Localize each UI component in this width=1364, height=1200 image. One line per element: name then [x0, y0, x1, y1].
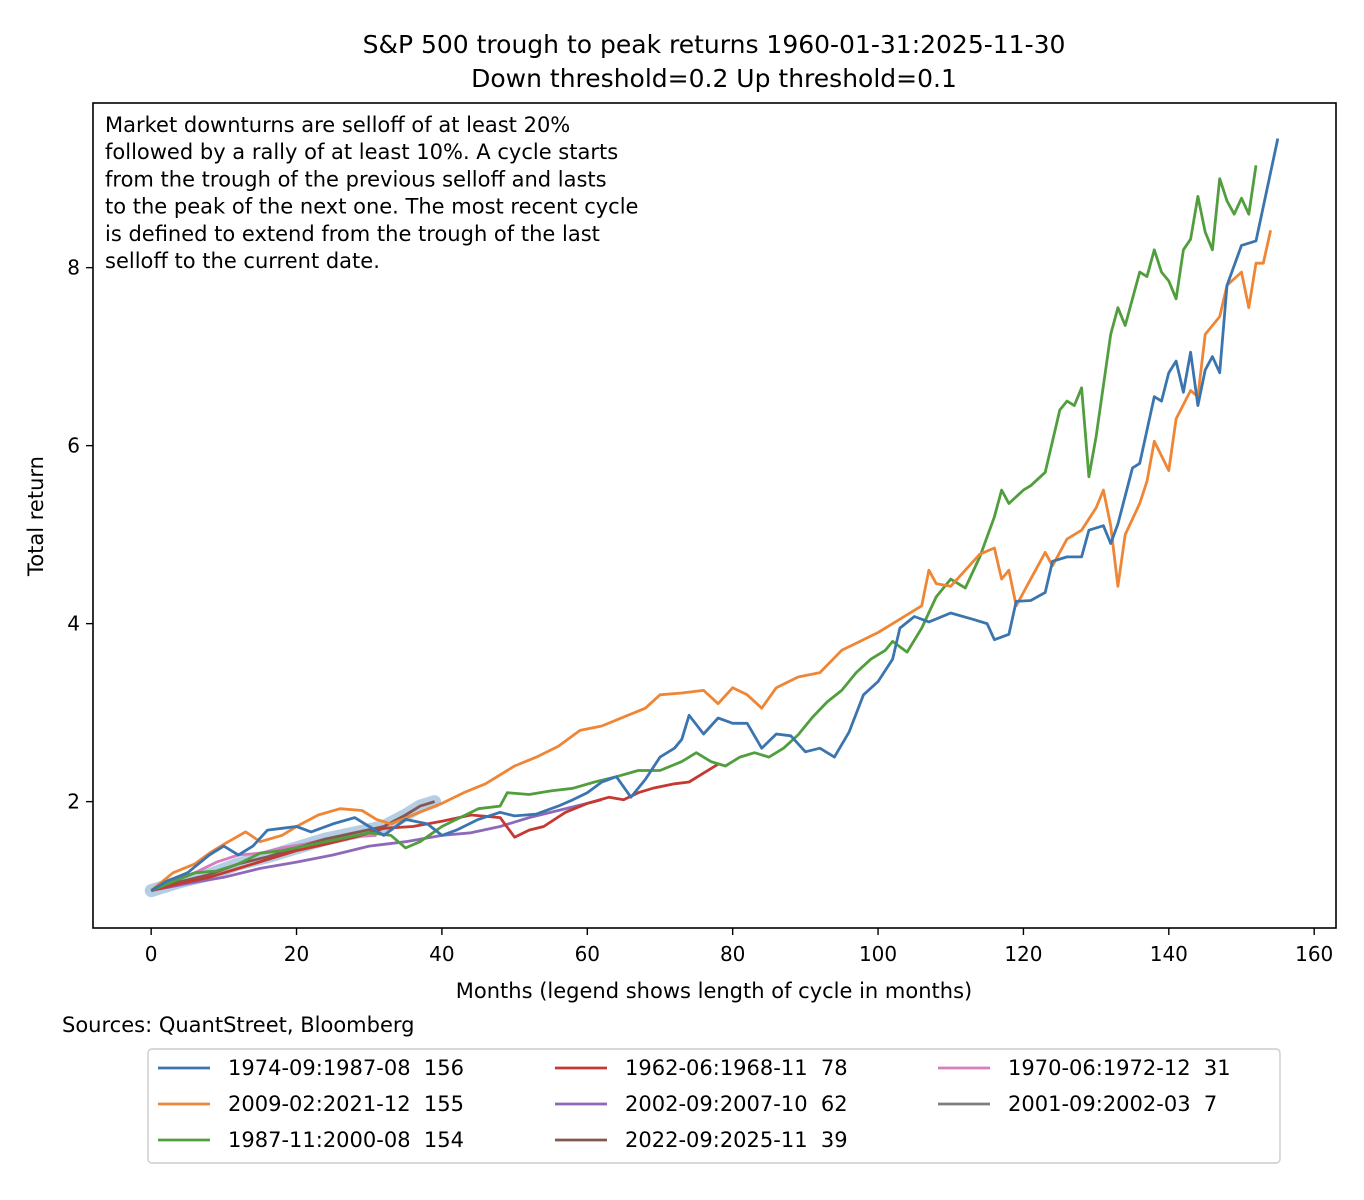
series-line-2002-09:2007-10 — [150, 798, 603, 892]
plot-frame — [92, 102, 1337, 929]
legend-label-1970-06:1972-12: 1970-06:1972-12 31 — [1008, 1056, 1231, 1080]
chart-title: S&P 500 trough to peak returns 1960-01-3… — [363, 30, 1066, 59]
legend-label-2022-09:2025-11: 2022-09:2025-11 39 — [625, 1128, 848, 1152]
annotation-line-4: is defined to extend from the trough of … — [105, 222, 600, 246]
y-tick-label-6: 6 — [67, 434, 80, 458]
annotation-line-0: Market downturns are selloff of at least… — [105, 113, 570, 137]
legend-label-1962-06:1968-11: 1962-06:1968-11 78 — [625, 1056, 848, 1080]
x-tick-label-120: 120 — [1004, 942, 1042, 966]
annotation-line-2: from the trough of the previous selloff … — [105, 167, 607, 191]
y-tick-label-8: 8 — [67, 256, 80, 280]
x-tick-label-160: 160 — [1295, 942, 1333, 966]
plot-area: Market downturns are selloff of at least… — [67, 102, 1337, 966]
chart-subtitle: Down threshold=0.2 Up threshold=0.1 — [471, 64, 957, 93]
series-line-1962-06:1968-11 — [150, 763, 719, 892]
x-tick-label-60: 60 — [575, 942, 600, 966]
legend-frame — [147, 1048, 1281, 1164]
x-tick-label-80: 80 — [720, 942, 745, 966]
legend-label-1987-11:2000-08: 1987-11:2000-08 154 — [228, 1128, 464, 1152]
annotation-line-5: selloff to the current date. — [105, 249, 380, 273]
y-tick-label-4: 4 — [67, 612, 80, 636]
annotation-line-1: followed by a rally of at least 10%. A c… — [105, 140, 618, 164]
annotation-line-3: to the peak of the next one. The most re… — [105, 195, 638, 219]
x-tick-label-140: 140 — [1150, 942, 1188, 966]
legend: 1974-09:1987-08 156 2009-02:2021-12 155 19… — [147, 1048, 1281, 1164]
legend-label-1974-09:1987-08: 1974-09:1987-08 156 — [228, 1056, 464, 1080]
x-tick-label-100: 100 — [859, 942, 897, 966]
x-axis-label: Months (legend shows length of cycle in … — [456, 979, 972, 1003]
series-line-1974-09:1987-08 — [150, 138, 1280, 892]
source-note: Sources: QuantStreet, Bloomberg — [62, 1013, 414, 1037]
series-line-2009-02:2021-12 — [150, 229, 1272, 892]
legend-label-2009-02:2021-12: 2009-02:2021-12 155 — [228, 1092, 464, 1116]
x-tick-label-40: 40 — [429, 942, 454, 966]
legend-label-2001-09:2002-03: 2001-09:2002-03 7 — [1008, 1092, 1217, 1116]
legend-label-2002-09:2007-10: 2002-09:2007-10 62 — [625, 1092, 848, 1116]
series-line-1987-11:2000-08 — [150, 165, 1258, 892]
x-tick-label-20: 20 — [284, 942, 309, 966]
x-tick-label-0: 0 — [145, 942, 158, 966]
y-tick-label-2: 2 — [67, 790, 80, 814]
y-axis-label: Total return — [24, 456, 48, 577]
